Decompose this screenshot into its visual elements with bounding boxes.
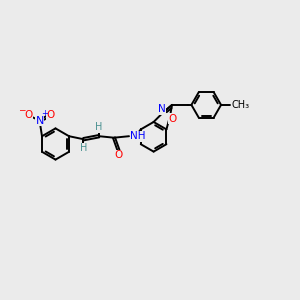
Text: −: −	[18, 105, 25, 114]
Text: O: O	[47, 110, 55, 120]
Text: O: O	[114, 150, 123, 160]
Text: O: O	[24, 110, 32, 120]
Text: NH: NH	[130, 131, 146, 141]
Text: N: N	[35, 116, 44, 126]
Text: CH₃: CH₃	[232, 100, 250, 110]
Text: +: +	[42, 109, 48, 118]
Text: H: H	[80, 143, 87, 153]
Text: N: N	[158, 104, 166, 114]
Text: H: H	[95, 122, 103, 132]
Text: O: O	[168, 114, 177, 124]
